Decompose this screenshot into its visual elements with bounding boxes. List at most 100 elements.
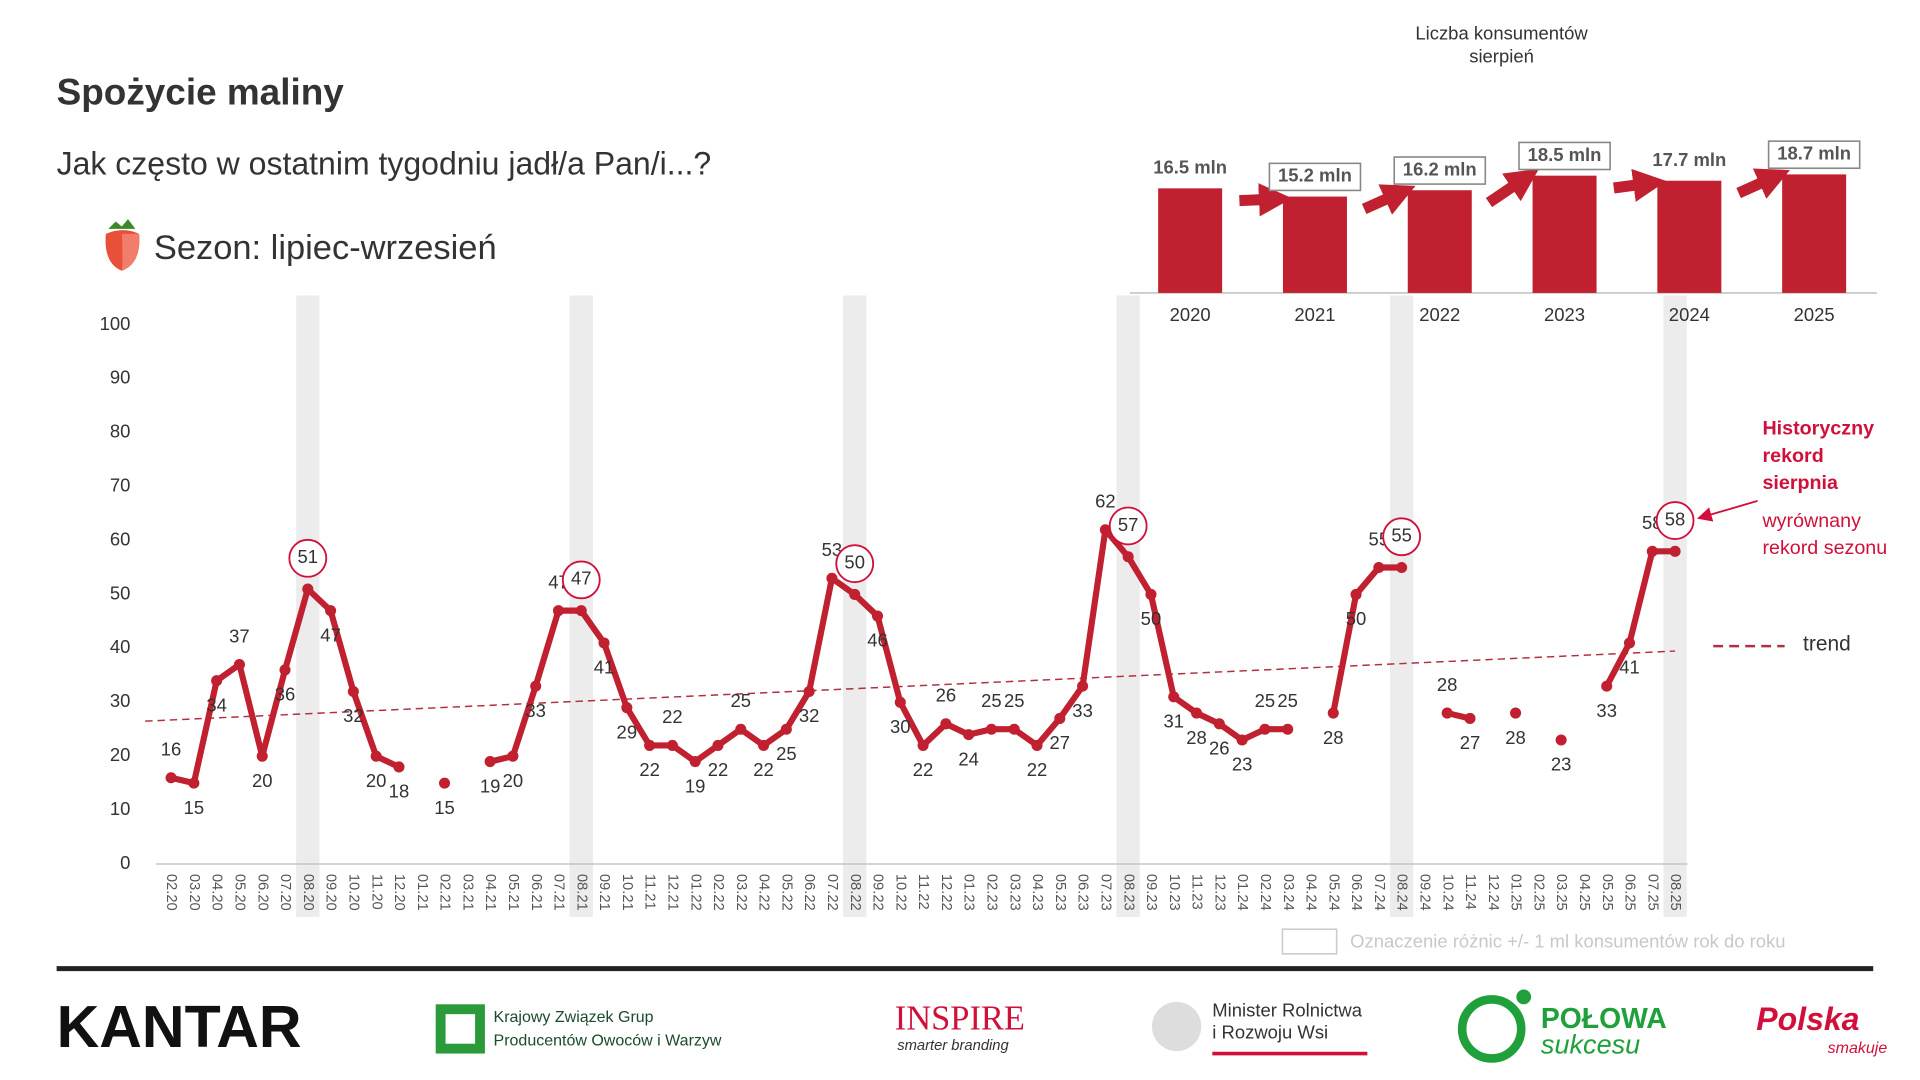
trend-legend-label: trend [1803, 632, 1851, 655]
logo-icon [445, 1014, 476, 1044]
x-tick-label: 01.22 [687, 874, 703, 911]
inset-value-label: 17.7 mln [1652, 149, 1726, 170]
x-tick-label: 03.22 [733, 874, 749, 911]
x-tick-label: 07.25 [1644, 874, 1660, 911]
x-tick-label: 12.22 [938, 874, 954, 911]
season-band [296, 295, 320, 917]
logo-kantar: KANTAR [57, 994, 302, 1060]
inset-value-label: 18.5 mln [1528, 144, 1602, 165]
x-tick-label: 10.21 [619, 874, 635, 911]
x-tick-label: 10.20 [345, 874, 361, 911]
x-tick-label: 04.22 [756, 874, 772, 911]
footer-logos: KANTAR Krajowy Związek Grup Producentów … [57, 989, 1887, 1063]
data-label: 19 [685, 775, 706, 796]
x-tick-label: 08.23 [1120, 874, 1136, 911]
data-point [1510, 707, 1522, 719]
x-tick-label: 05.23 [1052, 874, 1068, 911]
data-label: 32 [799, 705, 820, 726]
data-point [894, 696, 906, 708]
data-label: 50 [1141, 608, 1162, 629]
inset-bar [1282, 196, 1347, 293]
data-label: 41 [594, 657, 615, 678]
data-point [1464, 712, 1476, 724]
data-point [1236, 734, 1248, 746]
x-tick-label: 09.20 [323, 874, 339, 911]
data-point [347, 685, 359, 698]
x-tick-label: 02.20 [163, 874, 179, 911]
x-tick-label: 09.22 [870, 874, 886, 911]
x-tick-label: 09.21 [596, 874, 612, 911]
subtitle: Jak często w ostatnim tygodniu jadł/a Pa… [57, 146, 712, 182]
data-point [484, 756, 496, 768]
season-band [1663, 295, 1687, 917]
data-point [666, 739, 678, 751]
y-tick-label: 10 [110, 798, 131, 819]
x-tick-label: 08.21 [573, 874, 589, 911]
x-tick-label: 06.25 [1622, 874, 1638, 911]
y-tick-label: 50 [110, 582, 131, 603]
data-point [1373, 561, 1385, 574]
data-label: 22 [913, 759, 934, 780]
data-label: 19 [480, 775, 501, 796]
data-point [211, 675, 223, 687]
data-point [279, 664, 291, 676]
x-tick-label: 01.24 [1234, 874, 1250, 911]
x-tick-label: 06.23 [1075, 874, 1091, 911]
x-tick-label: 02.22 [710, 874, 726, 911]
inset-value-label: 18.7 mln [1777, 143, 1851, 164]
data-label: 22 [1027, 759, 1048, 780]
annotation-text: rekord sezonu [1762, 537, 1887, 559]
data-point [1145, 588, 1157, 600]
data-point [621, 702, 633, 714]
logo-minister: Minister Rolnictwa [1212, 1000, 1362, 1021]
y-tick-label: 90 [110, 367, 131, 388]
inset-value-label: 16.5 mln [1153, 157, 1227, 178]
data-label: 22 [708, 759, 729, 780]
data-point [735, 723, 747, 735]
logo-inspire: INSPIRE [895, 999, 1025, 1037]
season-band [1389, 295, 1414, 917]
x-tick-label: 01.21 [414, 874, 430, 911]
data-label: 25 [1004, 690, 1025, 711]
trend-arrow [1736, 168, 1790, 199]
season-band [843, 295, 867, 917]
data-label: 34 [206, 694, 227, 715]
data-point [1441, 707, 1453, 719]
data-point [370, 750, 382, 762]
data-label: 28 [1323, 727, 1344, 748]
data-point [188, 777, 200, 789]
data-point [1646, 545, 1658, 557]
data-label: 20 [252, 770, 273, 791]
highlight-ring [288, 538, 328, 578]
inset-bar [1532, 175, 1597, 293]
data-point [826, 572, 838, 584]
x-tick-label: 11.24 [1462, 874, 1478, 910]
data-point [1122, 551, 1134, 563]
y-tick-label: 20 [110, 744, 131, 765]
x-tick-label: 11.22 [915, 874, 931, 910]
logo-icon [1152, 1001, 1202, 1052]
y-tick-label: 30 [110, 690, 131, 711]
highlight-ring [561, 560, 601, 600]
data-label: 27 [1460, 732, 1481, 753]
annotation-text: Historyczny [1762, 418, 1874, 440]
data-label: 47 [320, 624, 341, 645]
data-label: 51 [298, 546, 319, 567]
data-label: 20 [366, 770, 387, 791]
data-point [985, 723, 997, 735]
x-tick-label: 03.25 [1553, 874, 1569, 911]
x-tick-label: 12.23 [1211, 874, 1227, 911]
data-point [712, 739, 724, 751]
annotation-text: sierpnia [1762, 472, 1839, 494]
logo-polowa: POŁOWA [1541, 1002, 1667, 1034]
x-tick-label: 07.20 [277, 874, 293, 911]
data-point [1259, 723, 1271, 735]
data-label: 31 [1163, 711, 1184, 732]
data-point [1555, 734, 1567, 746]
x-tick-label: 04.20 [209, 874, 225, 911]
data-label: 27 [1050, 732, 1071, 753]
x-tick-label: 05.20 [232, 874, 248, 911]
diff-box [1268, 162, 1362, 192]
x-tick-label: 09.24 [1417, 874, 1433, 911]
